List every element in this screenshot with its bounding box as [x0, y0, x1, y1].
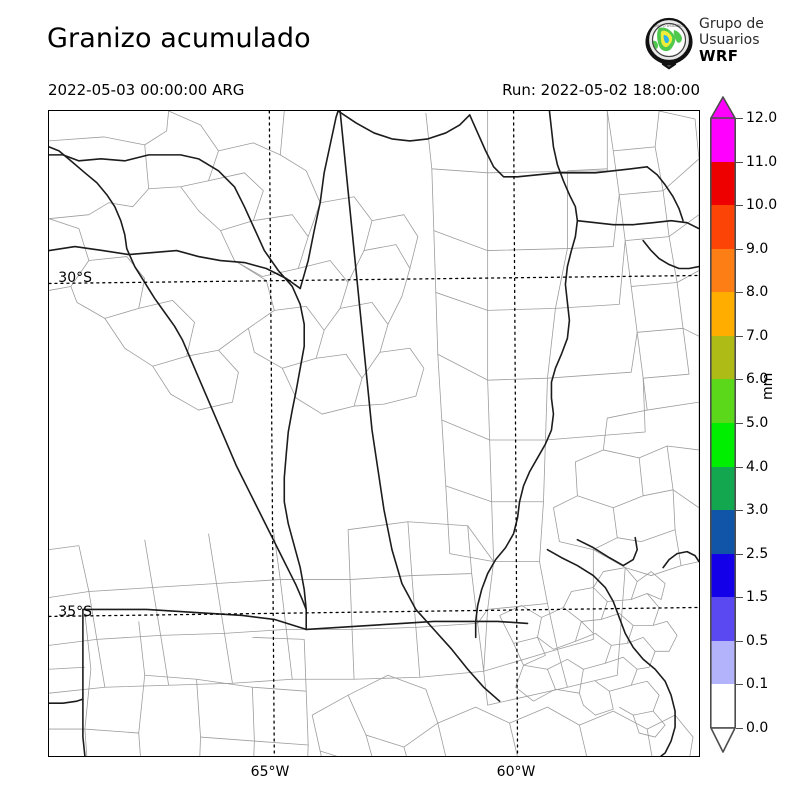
colorbar-tick-1 [736, 684, 743, 686]
colorbar-band-2 [710, 597, 736, 641]
colorbar-band-11 [710, 205, 736, 249]
colorbar-tick-label-5.0: 5.0 [746, 415, 769, 431]
colorbar-tick-8 [736, 379, 743, 381]
colorbar-tick-label-3.0: 3.0 [746, 502, 769, 519]
colorbar-band-12 [710, 161, 736, 206]
colorbar-tick-13 [736, 161, 743, 163]
colorbar-tick-label-7.0: 7.0 [746, 327, 769, 344]
colorbar-tick-5 [736, 510, 743, 512]
colorbar-band-10 [710, 248, 736, 293]
graticule-lon-60W [512, 111, 519, 756]
colorbar-band-9 [710, 292, 736, 336]
colorbar-tick-4 [736, 553, 743, 555]
colorbar-tick-label-2.5: 2.5 [746, 545, 769, 562]
logo-text: Grupo de Usuarios WRF [699, 16, 797, 64]
logo: GRUPO USUARIOS Grupo de Usuarios WRF [641, 12, 796, 74]
colorbar-band-7 [710, 379, 736, 423]
logo-line-2: Usuarios [699, 32, 760, 48]
colorbar-tick-9 [736, 335, 743, 337]
colorbar-tick-10 [736, 292, 743, 294]
colorbar-band-6 [710, 423, 736, 467]
logo-line-3: WRF [699, 47, 739, 65]
map-canvas[interactable] [48, 110, 700, 757]
page-title: Granizo acumulado [47, 23, 311, 54]
colorbar-tick-3 [736, 597, 743, 599]
logo-line-1: Grupo de [699, 16, 764, 32]
province-boundaries [49, 111, 699, 756]
colorbar-tick-14 [736, 118, 743, 119]
xtick-label-60W: 60°W [496, 764, 536, 780]
colorbar-band-8 [710, 335, 736, 380]
colorbar-tick-11 [736, 248, 743, 250]
colorbar-tick-2 [736, 640, 743, 642]
colorbar-bands [710, 118, 736, 728]
colorbar-tick-label-6.0: 6.0 [746, 371, 769, 388]
colorbar-tick-label-11.0: 11.0 [746, 153, 778, 170]
colorbar-tick-label-1.5: 1.5 [746, 589, 769, 606]
colorbar-tick-label-0.0: 0.0 [746, 720, 769, 736]
colorbar-extend-bottom [710, 727, 736, 753]
colorbar-band-13 [710, 118, 736, 162]
colorbar-tick-label-12.0: 12.0 [746, 110, 778, 126]
colorbar-tick-7 [736, 423, 743, 424]
colorbar-tick-6 [736, 466, 743, 468]
colorbar-band-0 [710, 684, 736, 728]
run-time-label: Run: 2022-05-02 18:00:00 [502, 81, 700, 99]
ytick-label-35S: 35°S [58, 604, 92, 620]
department-boundaries [49, 111, 699, 756]
xtick-label-65W: 65°W [250, 764, 290, 780]
colorbar-tick-label-10.0: 10.0 [746, 197, 778, 214]
map-vector-layer [49, 111, 699, 756]
colorbar-tick-label-4.0: 4.0 [746, 458, 769, 475]
colorbar[interactable] [710, 118, 736, 728]
graticule-lat-35S [49, 606, 699, 618]
graticule-lat-30S [49, 274, 699, 285]
colorbar-axis-label: mm [760, 372, 776, 400]
colorbar-tick-label-0.5: 0.5 [746, 632, 769, 649]
colorbar-band-4 [710, 510, 736, 554]
colorbar-tick-label-0.1: 0.1 [746, 676, 769, 693]
colorbar-band-1 [710, 640, 736, 685]
graticule [49, 111, 699, 756]
colorbar-band-5 [710, 466, 736, 511]
ytick-label-30S: 30°S [58, 270, 92, 286]
graticule-lon-65W [268, 111, 275, 756]
globe-emblem-icon: GRUPO USUARIOS [641, 14, 697, 70]
colorbar-extend-top [710, 96, 736, 119]
colorbar-tick-12 [736, 205, 743, 207]
colorbar-tick-label-8.0: 8.0 [746, 284, 769, 301]
valid-time-label: 2022-05-03 00:00:00 ARG [48, 81, 245, 99]
svg-text:GRUPO USUARIOS: GRUPO USUARIOS [653, 24, 686, 28]
colorbar-band-3 [710, 553, 736, 598]
colorbar-tick-0 [736, 728, 743, 729]
colorbar-tick-label-9.0: 9.0 [746, 240, 769, 257]
